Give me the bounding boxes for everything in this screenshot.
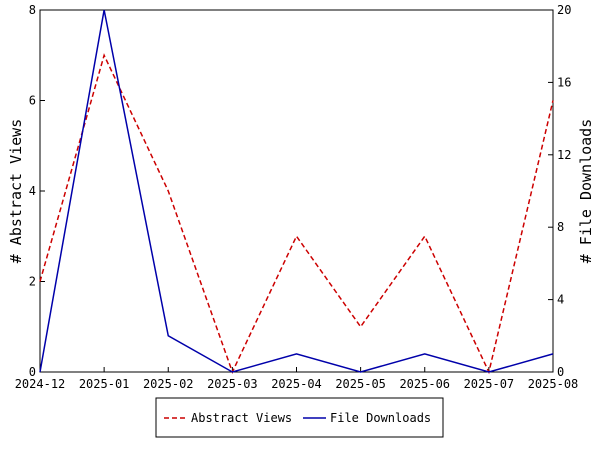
left-axis-label: # Abstract Views xyxy=(7,119,25,264)
right-y-tick-label: 20 xyxy=(557,3,571,17)
legend: Abstract Views File Downloads xyxy=(155,397,444,438)
right-y-tick-label: 12 xyxy=(557,148,571,162)
x-tick-label: 2025-05 xyxy=(335,377,386,391)
x-tick-label: 2024-12 xyxy=(15,377,66,391)
legend-box xyxy=(155,397,444,438)
x-tick-label: 2025-01 xyxy=(79,377,130,391)
left-y-tick-label: 2 xyxy=(29,275,36,289)
series-line-file-downloads xyxy=(39,9,554,373)
series-lines xyxy=(39,9,554,375)
x-tick-label: 2025-07 xyxy=(464,377,515,391)
x-tick-label: 2025-02 xyxy=(143,377,194,391)
right-y-tick-label: 16 xyxy=(557,75,571,89)
series-line-abstract-views xyxy=(39,53,554,375)
x-tick-label: 2025-03 xyxy=(207,377,258,391)
left-y-tick-label: 6 xyxy=(29,94,36,108)
left-y-tick-label: 4 xyxy=(29,184,36,198)
x-tick-label: 2025-06 xyxy=(399,377,450,391)
left-y-tick-label: 0 xyxy=(29,365,36,379)
right-y-tick-label: 4 xyxy=(557,293,564,307)
x-tick-label: 2025-08 xyxy=(528,377,579,391)
legend-label-file-downloads: File Downloads xyxy=(330,411,431,425)
legend-label-abstract-views: Abstract Views xyxy=(191,411,292,425)
right-axis-label: # File Downloads xyxy=(577,119,595,264)
left-y-tick-label: 8 xyxy=(29,3,36,17)
right-y-tick-label: 0 xyxy=(557,365,564,379)
x-tick-label: 2025-04 xyxy=(271,377,322,391)
plot-frame xyxy=(39,9,554,373)
axes: 2024-12 2025-01 2025-02 2025-03 2025-04 2025-… xyxy=(15,3,579,391)
right-y-tick-label: 8 xyxy=(557,220,564,234)
